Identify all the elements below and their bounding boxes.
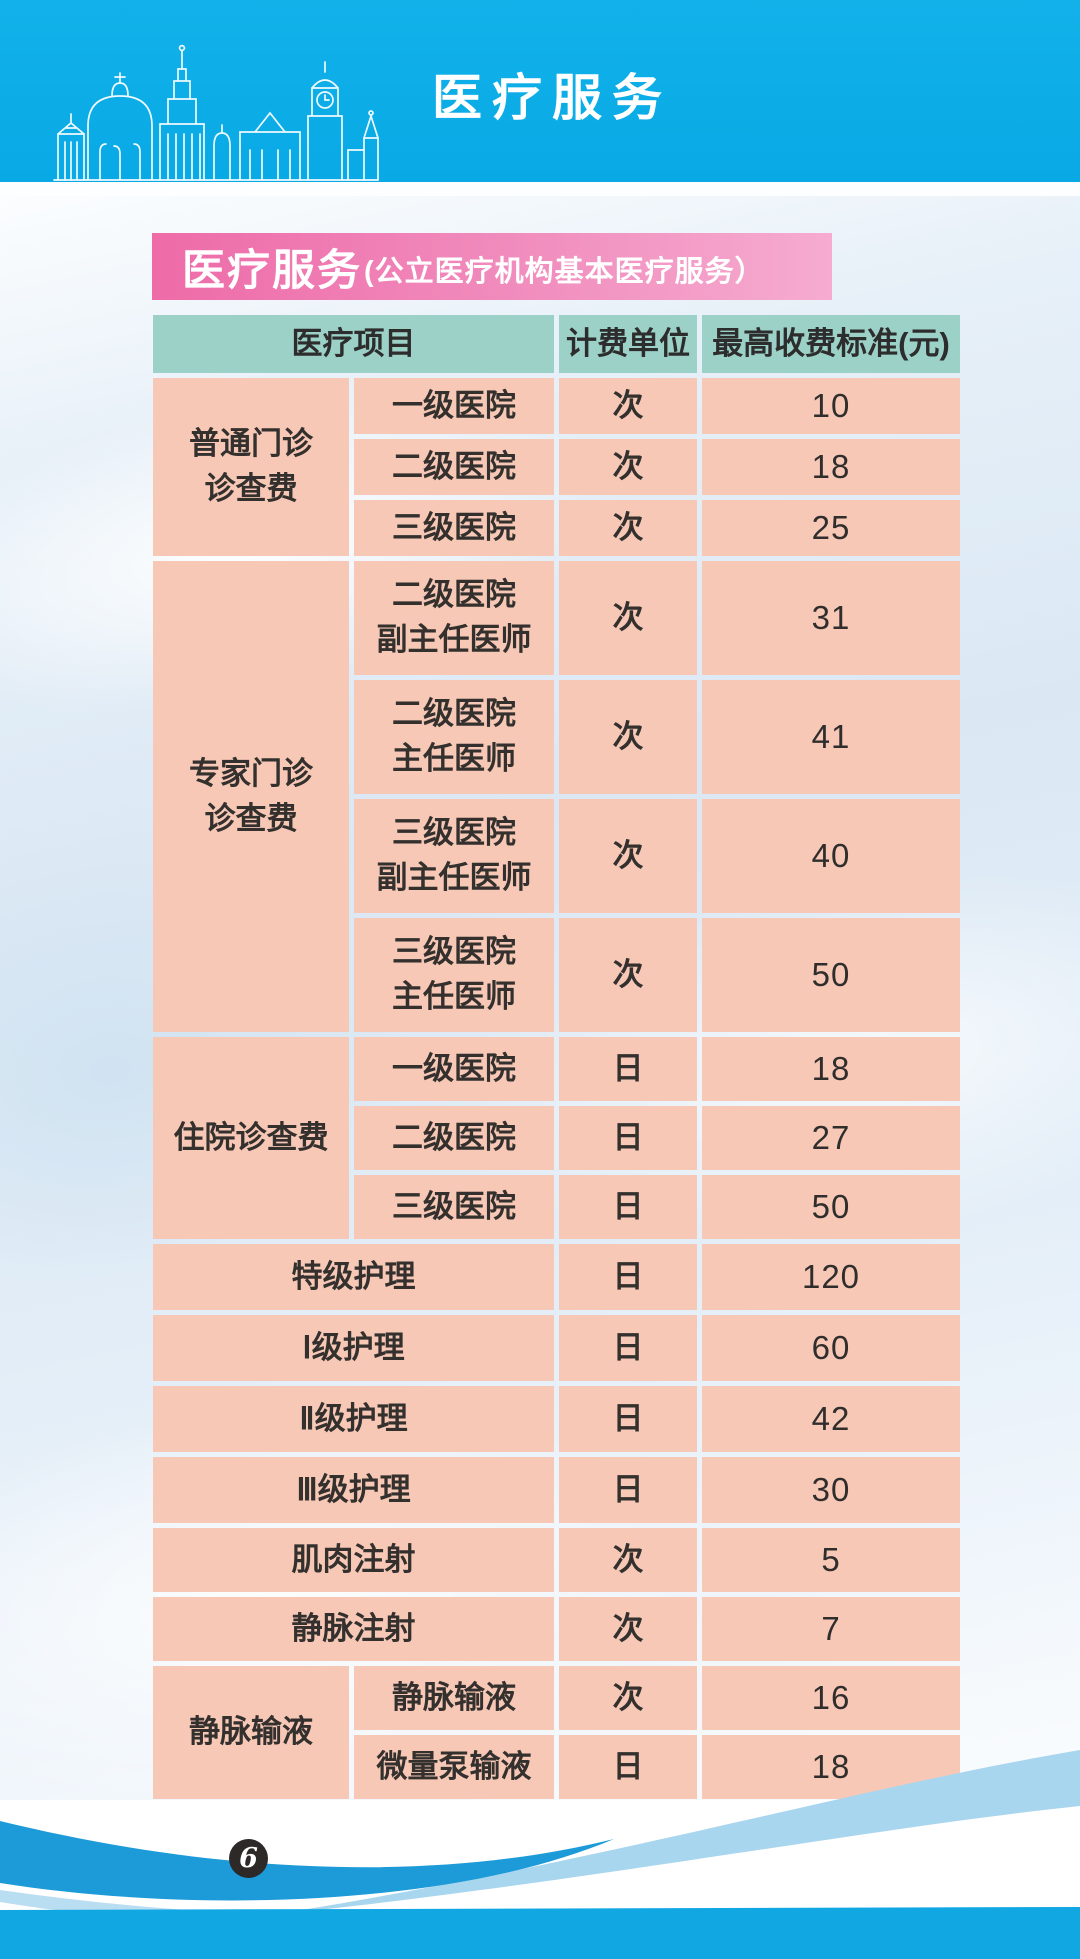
column-header-unit: 计费单位 — [559, 315, 697, 373]
group2-row1-item: 二级医院 主任医师 — [354, 680, 554, 794]
row-special-care-unit: 日 — [559, 1244, 697, 1310]
group1-row1-unit: 次 — [559, 439, 697, 495]
group1-row2-price: 25 — [702, 500, 960, 556]
group4-label: 静脉输液 — [153, 1666, 349, 1799]
group4-row0-unit: 次 — [559, 1666, 697, 1730]
group1-row1-price: 18 — [702, 439, 960, 495]
group2-row2-item: 三级医院 副主任医师 — [354, 799, 554, 913]
page-number-badge: 6 — [229, 1839, 268, 1878]
page-title: 医疗服务 — [432, 70, 672, 126]
group2-row0-unit: 次 — [559, 561, 697, 675]
row-special-care-price: 120 — [702, 1244, 960, 1310]
row-intramuscular-injection-item: 肌肉注射 — [153, 1528, 554, 1592]
city-skyline-icon — [53, 44, 379, 181]
row-level2-care-unit: 日 — [559, 1386, 697, 1452]
top-header-band — [0, 0, 1080, 182]
row-special-care-item: 特级护理 — [153, 1244, 554, 1310]
group1-row1-item: 二级医院 — [354, 439, 554, 495]
group2-row2-price: 40 — [702, 799, 960, 913]
group3-row2-item: 三级医院 — [354, 1175, 554, 1239]
group1-row2-unit: 次 — [559, 500, 697, 556]
row-intravenous-injection-item: 静脉注射 — [153, 1597, 554, 1661]
fee-table: 医疗项目 计费单位 最高收费标准(元) 普通门诊 诊查费 一级医院 次 10 二… — [153, 315, 960, 1799]
group3-label: 住院诊查费 — [153, 1037, 349, 1239]
footer-wave-decoration — [0, 1750, 1080, 1959]
group2-row3-unit: 次 — [559, 918, 697, 1032]
row-level2-care-item: Ⅱ级护理 — [153, 1386, 554, 1452]
row-level3-care-price: 30 — [702, 1457, 960, 1523]
group1-row0-item: 一级医院 — [354, 378, 554, 434]
group3-row2-unit: 日 — [559, 1175, 697, 1239]
group3-row0-unit: 日 — [559, 1037, 697, 1101]
group2-label: 专家门诊 诊查费 — [153, 561, 349, 1032]
row-intravenous-injection-unit: 次 — [559, 1597, 697, 1661]
group2-row1-price: 41 — [702, 680, 960, 794]
group1-row0-unit: 次 — [559, 378, 697, 434]
group2-row3-item: 三级医院 主任医师 — [354, 918, 554, 1032]
group4-row1-unit: 日 — [559, 1735, 697, 1799]
row-level3-care-unit: 日 — [559, 1457, 697, 1523]
group4-row1-item: 微量泵输液 — [354, 1735, 554, 1799]
group2-row0-item: 二级医院 副主任医师 — [354, 561, 554, 675]
group3-row1-price: 27 — [702, 1106, 960, 1170]
row-intravenous-injection-price: 7 — [702, 1597, 960, 1661]
group3-row0-item: 一级医院 — [354, 1037, 554, 1101]
group3-row2-price: 50 — [702, 1175, 960, 1239]
section-banner-title: 医疗服务 — [182, 246, 362, 295]
row-intramuscular-injection-price: 5 — [702, 1528, 960, 1592]
row-level2-care-price: 42 — [702, 1386, 960, 1452]
group3-row0-price: 18 — [702, 1037, 960, 1101]
row-level1-care-unit: 日 — [559, 1315, 697, 1381]
group3-row1-unit: 日 — [559, 1106, 697, 1170]
group2-row2-unit: 次 — [559, 799, 697, 913]
group1-row0-price: 10 — [702, 378, 960, 434]
row-level1-care-item: Ⅰ级护理 — [153, 1315, 554, 1381]
group4-row0-price: 16 — [702, 1666, 960, 1730]
section-banner-subtitle: (公立医疗机构基本医疗服务） — [364, 255, 765, 288]
header-divider — [0, 182, 1080, 196]
group3-row1-item: 二级医院 — [354, 1106, 554, 1170]
row-level3-care-item: Ⅲ级护理 — [153, 1457, 554, 1523]
group2-row3-price: 50 — [702, 918, 960, 1032]
section-banner: 医疗服务 (公立医疗机构基本医疗服务） — [152, 233, 832, 300]
group1-label: 普通门诊 诊查费 — [153, 378, 349, 556]
group4-row0-item: 静脉输液 — [354, 1666, 554, 1730]
group1-row2-item: 三级医院 — [354, 500, 554, 556]
row-intramuscular-injection-unit: 次 — [559, 1528, 697, 1592]
group2-row0-price: 31 — [702, 561, 960, 675]
group2-row1-unit: 次 — [559, 680, 697, 794]
row-level1-care-price: 60 — [702, 1315, 960, 1381]
column-header-price: 最高收费标准(元) — [702, 315, 960, 373]
column-header-item: 医疗项目 — [153, 315, 554, 373]
